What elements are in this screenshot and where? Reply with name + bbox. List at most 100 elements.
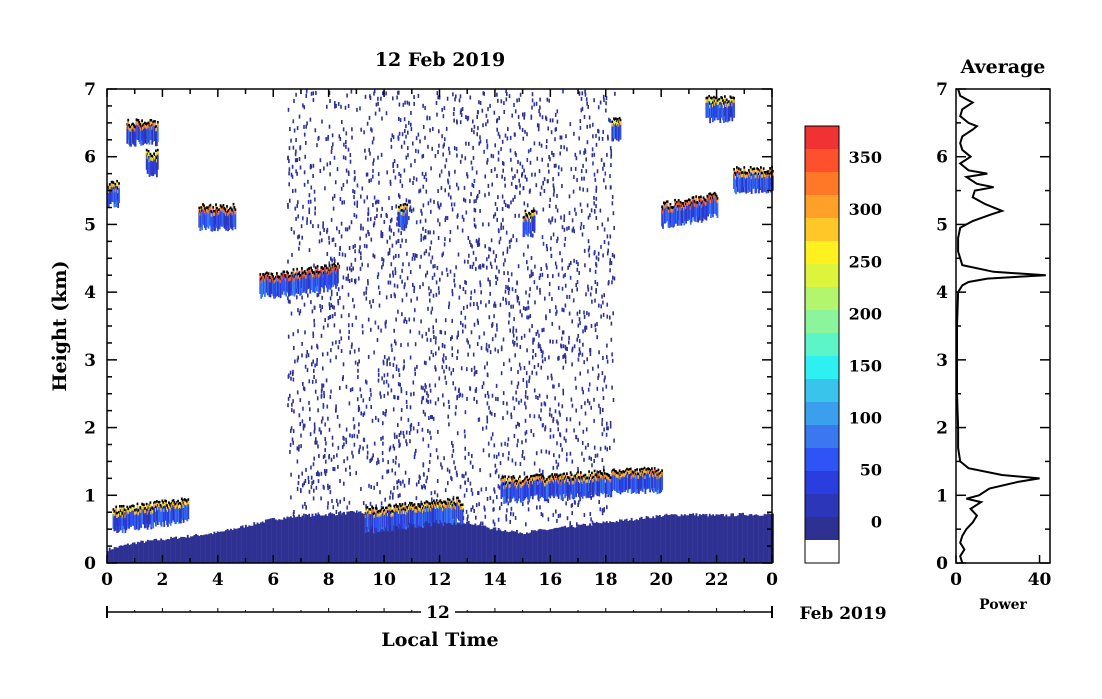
- cloud-pixel: [554, 473, 556, 476]
- noise-pixel: [312, 163, 315, 168]
- noise-pixel: [396, 480, 398, 485]
- cloud-pixel: [308, 271, 311, 288]
- noise-pixel: [452, 368, 455, 372]
- noise-pixel: [417, 93, 420, 98]
- cloud-pixel: [568, 482, 571, 500]
- noise-pixel: [364, 94, 367, 99]
- cloud-pixel: [580, 478, 583, 482]
- noise-pixel: [540, 185, 543, 190]
- noise-pixel: [586, 140, 589, 145]
- noise-pixel: [434, 383, 437, 388]
- cloud-pixel: [326, 271, 329, 274]
- noise-pixel: [496, 323, 498, 328]
- noise-pixel: [423, 472, 425, 477]
- boundary-layer-column: [574, 527, 577, 563]
- noise-pixel: [381, 451, 384, 455]
- cloud-pixel: [326, 275, 329, 293]
- boundary-layer-column: [708, 513, 711, 563]
- noise-pixel: [344, 105, 347, 110]
- noise-pixel: [429, 246, 431, 251]
- cloud-pixel: [276, 272, 278, 275]
- noise-pixel: [486, 348, 489, 353]
- noise-pixel: [366, 455, 369, 460]
- noise-pixel: [510, 380, 513, 385]
- noise-pixel: [361, 324, 364, 329]
- noise-pixel: [484, 193, 486, 198]
- noise-pixel: [377, 155, 379, 160]
- noise-pixel: [336, 292, 338, 296]
- cloud-pixel: [390, 513, 393, 518]
- noise-pixel: [482, 381, 485, 386]
- noise-pixel: [361, 262, 363, 267]
- cloud-pixel: [733, 98, 735, 103]
- cloud-pixel: [143, 123, 146, 128]
- boundary-layer-column: [441, 517, 444, 563]
- cloud-pixel: [578, 480, 580, 497]
- boundary-layer-column: [156, 540, 159, 563]
- noise-pixel: [393, 486, 395, 491]
- cloud-pixel: [378, 511, 381, 514]
- noise-pixel: [485, 342, 488, 347]
- noise-pixel: [316, 362, 318, 367]
- cloud-pixel: [700, 197, 702, 202]
- noise-pixel: [368, 397, 371, 401]
- boundary-layer-column: [687, 515, 690, 563]
- noise-pixel: [566, 226, 568, 231]
- noise-pixel: [487, 222, 490, 227]
- noise-pixel: [377, 96, 379, 101]
- noise-pixel: [395, 317, 397, 322]
- noise-pixel: [602, 356, 604, 360]
- cloud-pixel: [312, 271, 314, 274]
- noise-pixel: [559, 443, 562, 448]
- noise-pixel: [475, 370, 478, 374]
- boundary-layer-column: [279, 519, 282, 563]
- cloud-pixel: [167, 510, 169, 527]
- cloud-pixel: [156, 148, 159, 152]
- noise-pixel: [420, 385, 423, 390]
- cloud-pixel: [138, 125, 141, 142]
- noise-pixel: [395, 204, 397, 209]
- cloud-pixel: [504, 477, 506, 482]
- noise-pixel: [601, 294, 603, 299]
- noise-pixel: [383, 220, 386, 224]
- cloud-pixel: [375, 507, 378, 510]
- noise-pixel: [611, 352, 613, 357]
- noise-pixel: [354, 243, 356, 248]
- noise-pixel: [421, 396, 424, 401]
- boundary-layer-column: [299, 517, 302, 563]
- noise-pixel: [461, 214, 464, 219]
- noise-pixel: [557, 514, 560, 519]
- noise-pixel: [369, 501, 372, 506]
- noise-pixel: [429, 430, 431, 435]
- noise-pixel: [516, 342, 518, 347]
- noise-pixel: [558, 165, 560, 170]
- boundary-layer-column: [695, 513, 698, 563]
- noise-pixel: [594, 250, 596, 255]
- noise-pixel: [396, 485, 399, 490]
- cloud-pixel: [769, 171, 771, 188]
- noise-pixel: [346, 93, 348, 98]
- noise-pixel: [539, 344, 541, 349]
- cloud-pixel: [162, 501, 165, 504]
- noise-pixel: [290, 376, 292, 381]
- boundary-layer-column: [193, 535, 196, 563]
- cloud-pixel: [204, 209, 207, 212]
- noise-pixel: [293, 230, 295, 235]
- cloud-pixel: [120, 507, 123, 511]
- noise-pixel: [442, 353, 445, 358]
- cloud-pixel: [581, 479, 584, 484]
- noise-pixel: [518, 301, 521, 306]
- noise-pixel: [505, 517, 508, 522]
- noise-pixel: [414, 451, 416, 456]
- noise-pixel: [309, 199, 312, 204]
- cloud-pixel: [619, 118, 622, 122]
- noise-pixel: [598, 136, 600, 141]
- noise-pixel: [561, 336, 563, 341]
- cloud-pixel: [212, 206, 215, 209]
- noise-pixel: [552, 465, 555, 470]
- cloud-pixel: [593, 469, 596, 473]
- noise-pixel: [429, 298, 431, 303]
- cloud-pixel: [232, 202, 235, 206]
- noise-pixel: [602, 465, 605, 470]
- noise-pixel: [443, 242, 446, 247]
